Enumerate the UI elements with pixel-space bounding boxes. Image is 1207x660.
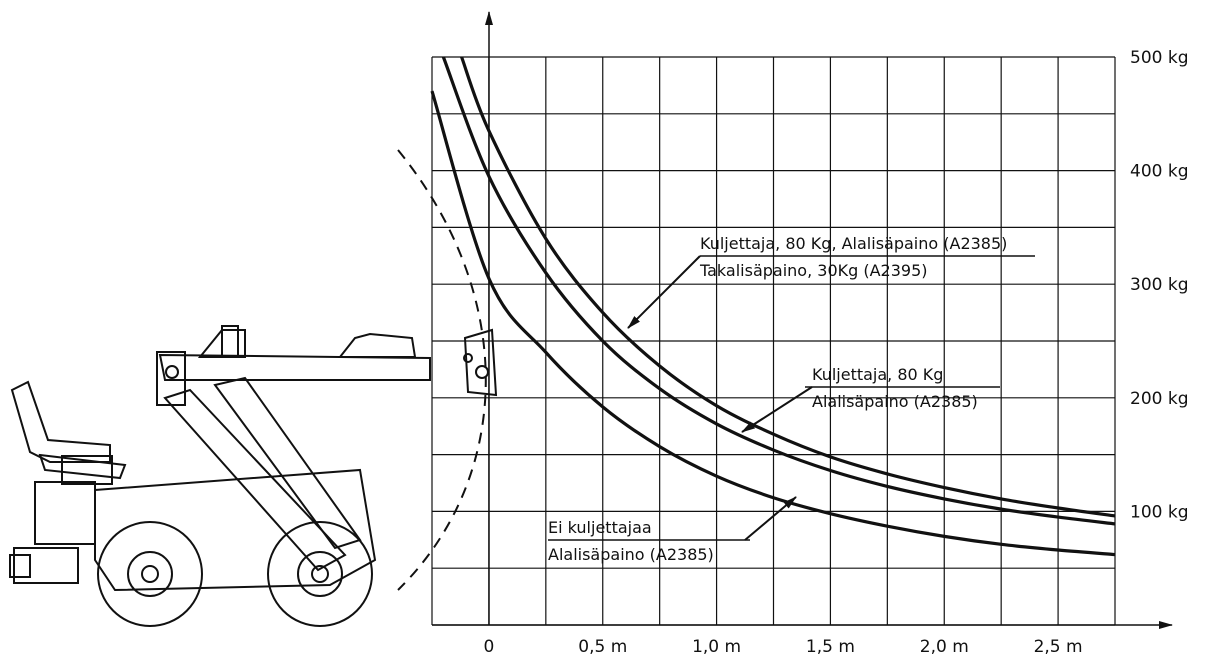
x-tick-label: 2,0 m (920, 637, 969, 657)
annotation-series-2: Kuljettaja, 80 Kg Alalisäpaino (A2385) (741, 365, 1000, 433)
series-1-label-line-2: Takalisäpaino, 30Kg (A2395) (699, 261, 928, 280)
y-tick-label: 400 kg (1130, 162, 1189, 182)
x-tick-label: 1,5 m (806, 637, 855, 657)
chart-grid (431, 56, 1116, 626)
series-line-1 (460, 56, 1116, 518)
x-tick-label: 1,0 m (692, 637, 741, 657)
series-line-2 (441, 56, 1116, 526)
x-tick-labels: 0 0,5 m 1,0 m 1,5 m 2,0 m 2,5 m (484, 637, 1083, 657)
x-tick-label: 2,5 m (1034, 637, 1083, 657)
y-tick-labels: 100 kg 200 kg 300 kg 400 kg 500 kg (1130, 48, 1189, 522)
series-line-3 (430, 90, 1116, 557)
series-1-label-line-1: Kuljettaja, 80 Kg, Alalisäpaino (A2385) (700, 234, 1007, 253)
loader-machine-illustration (9, 325, 498, 627)
swing-radius-arc (397, 149, 487, 591)
series-3-label-line-1: Ei kuljettajaa (548, 518, 652, 537)
x-tick-label: 0 (484, 637, 495, 657)
series-3-label-line-2: Alalisäpaino (A2385) (548, 545, 714, 564)
series-2-label-line-2: Alalisäpaino (A2385) (812, 392, 978, 411)
y-tick-label: 500 kg (1130, 48, 1189, 68)
x-tick-label: 0,5 m (578, 637, 627, 657)
y-tick-label: 200 kg (1130, 389, 1189, 409)
annotation-series-3: Ei kuljettajaa Alalisäpaino (A2385) (548, 496, 797, 564)
series-2-label-line-1: Kuljettaja, 80 Kg (812, 365, 943, 384)
y-tick-label: 300 kg (1130, 275, 1189, 295)
annotation-series-1: Kuljettaja, 80 Kg, Alalisäpaino (A2385) … (627, 234, 1035, 329)
y-tick-label: 100 kg (1130, 502, 1189, 522)
